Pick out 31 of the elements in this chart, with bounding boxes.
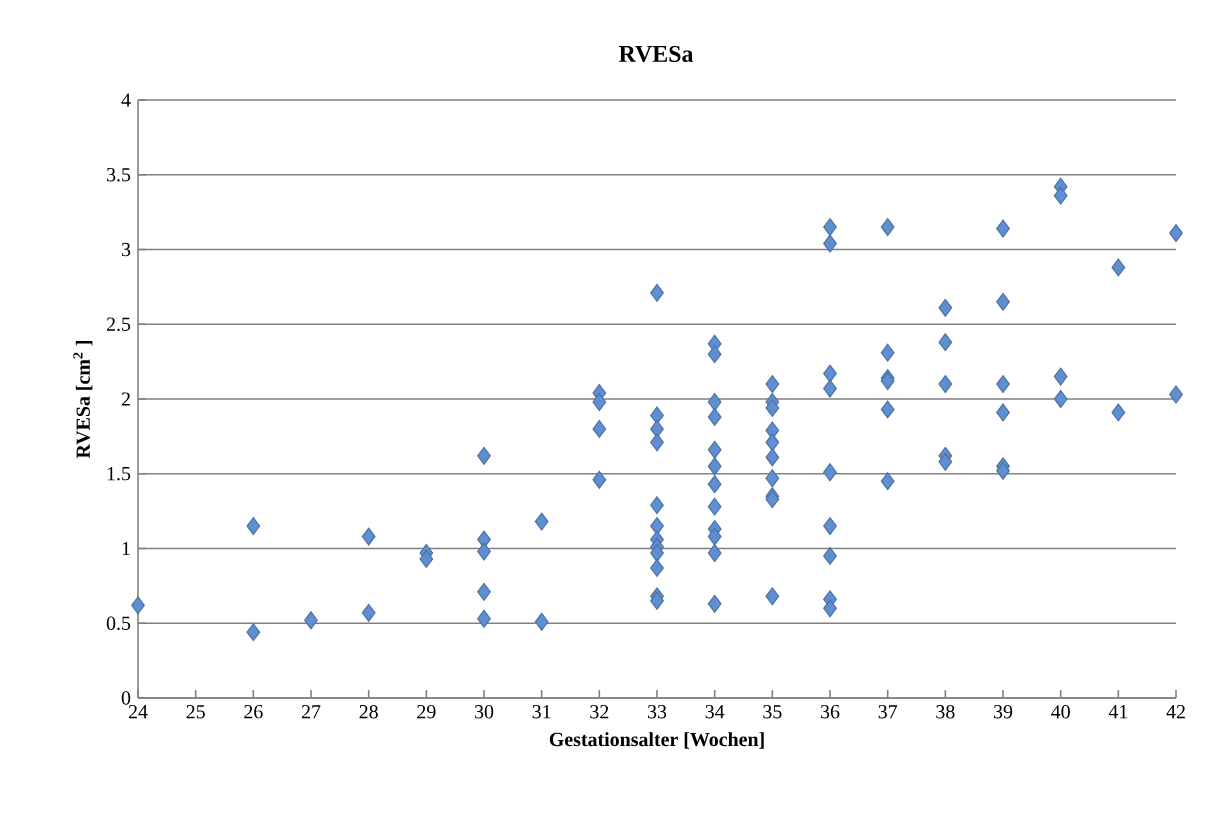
x-tick-label: 24 [128,705,148,719]
y-axis-title: RVESa [cm$^{2}$ ] [73,340,93,459]
y-tick-label: 3 [121,242,131,257]
x-tick-label: 25 [186,705,205,719]
y-tick-label: 4 [121,93,131,107]
y-tick-label: 2 [121,392,130,406]
x-tick-label: 32 [590,705,609,719]
x-tick-label: 30 [475,705,494,719]
x-tick-label: 26 [244,705,263,719]
y-tick-label: 3.5 [107,168,131,182]
x-tick-label: 33 [648,705,667,719]
x-axis-title: Gestationsalter [Wochen] [549,732,764,749]
y-tick-label: 2.5 [106,317,131,331]
x-tick-label: 42 [1166,705,1185,719]
x-tick-label: 35 [763,705,782,719]
x-tick-label: 36 [821,705,840,719]
y-tick-label: 0 [121,691,131,705]
x-tick-label: 38 [936,705,955,719]
x-tick-label: 40 [1051,705,1070,719]
x-tick-label: 29 [417,705,436,719]
x-tick-label: 28 [359,705,378,719]
y-tick-label: 0.5 [106,616,131,631]
x-tick-label: 37 [878,705,898,719]
y-tick-label: 1.5 [107,467,131,481]
x-tick-label: 39 [994,705,1013,719]
x-tick-label: 31 [532,705,551,719]
chart-title: RVESa [618,45,694,63]
x-tick-label: 41 [1108,705,1128,719]
x-tick-label: 34 [705,705,725,719]
x-tick-label: 27 [301,705,321,719]
y-tick-label: 1 [122,541,130,556]
